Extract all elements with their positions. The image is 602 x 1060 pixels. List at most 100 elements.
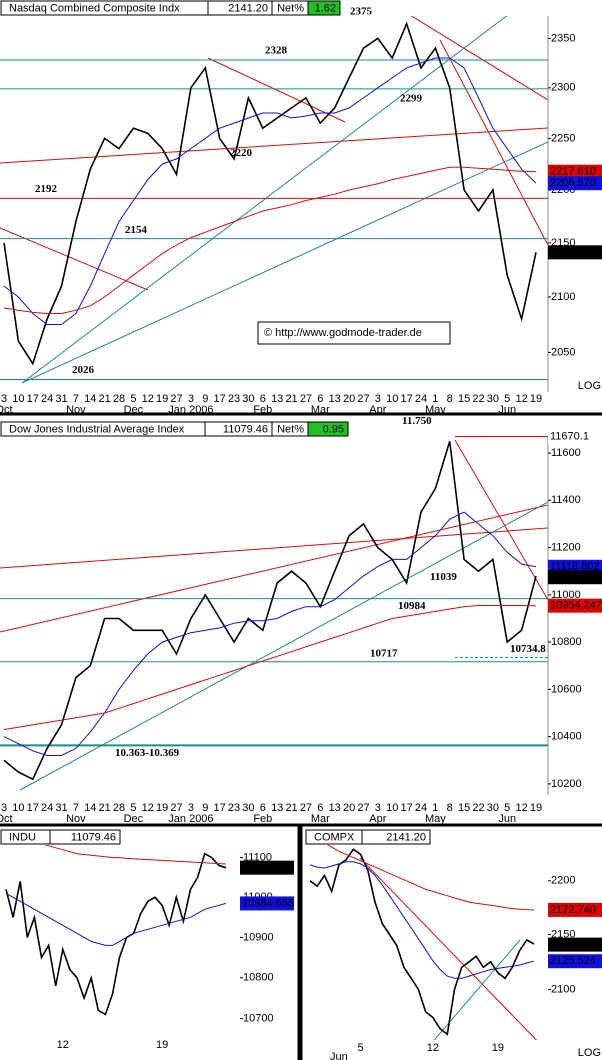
level-label: 10984: [398, 600, 426, 612]
x-tick-label: 12: [57, 1039, 69, 1051]
x-tick-label: 13: [271, 802, 283, 814]
level-label: 10.363-10.369: [115, 747, 180, 759]
level-label: 2026: [72, 364, 95, 376]
plot-series: [0, 21, 548, 380]
x-tick-label: 1: [432, 802, 438, 814]
y-tick-label: 10800: [551, 636, 582, 648]
month-label: Dec: [124, 404, 144, 416]
x-tick-label: 19: [156, 393, 168, 405]
header-cell: [307, 0, 341, 16]
x-tick-label: 23: [228, 393, 240, 405]
x-tick-label: 19: [156, 1039, 168, 1051]
x-tick-label: 6: [317, 802, 323, 814]
x-tick-label: 7: [73, 802, 79, 814]
x-tick-label: 10: [12, 802, 24, 814]
month-label: Feb: [253, 813, 272, 825]
y-tick-label: 2050: [551, 346, 575, 358]
x-tick-label: 27: [170, 393, 182, 405]
y-tick-label: 2200: [551, 875, 575, 887]
x-tick-label: 15: [458, 802, 470, 814]
price-tag: [548, 598, 602, 613]
x-tick-label: 21: [99, 393, 111, 405]
header-net-value: 0.95: [323, 423, 344, 435]
x-tick-label: 19: [530, 393, 542, 405]
moving-average: [309, 861, 535, 979]
price-tag: [548, 245, 602, 260]
level-label: 2154: [125, 224, 148, 236]
price-tag: [548, 937, 602, 952]
x-tick-label: 20: [343, 393, 355, 405]
x-tick-label: 13: [329, 393, 341, 405]
level-label: 11039: [430, 571, 457, 583]
month-label: Nov: [66, 813, 86, 825]
x-tick-label: 30: [242, 393, 254, 405]
month-label: Oct: [0, 404, 13, 416]
x-tick-label: 17: [400, 393, 412, 405]
moving-average: [3, 511, 537, 756]
x-tick-label: 10: [386, 802, 398, 814]
price-line: [3, 441, 537, 781]
price-tag: [240, 896, 294, 911]
y-tick-label: 10700: [243, 1012, 274, 1024]
month-label: Jan 2006: [168, 404, 213, 416]
header-last: 2141.20: [386, 831, 426, 843]
month-label: Oct: [0, 813, 13, 825]
price-tag: [548, 429, 602, 444]
month-label: Mar: [311, 813, 330, 825]
x-tick-label: 19: [492, 1042, 504, 1054]
x-tick-label: 14: [84, 393, 96, 405]
y-tick-label: 10900: [243, 931, 274, 943]
y-tick-label: 10200: [551, 778, 582, 790]
month-label: Apr: [369, 404, 386, 416]
x-tick-label: 5: [504, 393, 510, 405]
price-tag-label: 11670.1: [550, 430, 589, 442]
y-tick-label: 11100: [243, 852, 272, 864]
x-tick-label: 17: [214, 393, 226, 405]
level-label: 2192: [35, 183, 58, 195]
y-tick-label: 11200: [551, 541, 581, 553]
price-tag-label: 2140.70: [550, 939, 590, 951]
header-last: 11079.46: [71, 831, 116, 843]
price-tag-label: 2206.570: [550, 177, 596, 189]
x-tick-label: 30: [487, 802, 499, 814]
header-cell: [49, 829, 121, 845]
header-title: Nasdaq Combined Composite Indx: [9, 2, 180, 14]
moving-average: [5, 892, 227, 946]
moving-average: [327, 845, 535, 911]
x-tick-label: 24: [41, 393, 53, 405]
price-tag-label: 2217.610: [550, 166, 596, 178]
price-tag: [548, 902, 602, 917]
x-tick-label: 3: [188, 393, 194, 405]
y-tick-label: 2350: [551, 32, 575, 44]
header-cell: [307, 421, 349, 437]
plot-series: [5, 845, 227, 1016]
price-line: [5, 852, 227, 1016]
month-label: May: [425, 813, 446, 825]
x-tick-label: 8: [447, 802, 453, 814]
price-tag-label: 2172.740: [550, 904, 596, 916]
header-net-label: Net%: [277, 2, 304, 14]
price-tag: [548, 570, 602, 585]
x-tick-label: 10: [12, 393, 24, 405]
y-tick-label: 10800: [243, 972, 274, 984]
month-label: May: [425, 404, 446, 416]
level-label: 2220: [230, 147, 253, 159]
x-tick-label: 12: [515, 802, 527, 814]
y-tick-label: 2250: [551, 132, 575, 144]
copyright: © http://www.godmode-trader.de: [264, 327, 422, 339]
price-line: [3, 21, 537, 366]
month-label: Jun: [498, 404, 516, 416]
x-tick-label: 28: [113, 802, 125, 814]
month-label: Feb: [253, 404, 272, 416]
x-tick-label: 19: [156, 802, 168, 814]
level-label: 10734.8: [510, 643, 546, 655]
price-tag-label: 11118.802: [550, 561, 600, 573]
header-last: 2141.20: [228, 2, 268, 14]
x-tick-label: 23: [228, 802, 240, 814]
x-tick-label: 13: [329, 802, 341, 814]
level-label: 2299: [400, 92, 423, 104]
level-label: 10717: [370, 647, 398, 659]
x-tick-label: 6: [260, 802, 266, 814]
x-tick-label: 30: [242, 802, 254, 814]
